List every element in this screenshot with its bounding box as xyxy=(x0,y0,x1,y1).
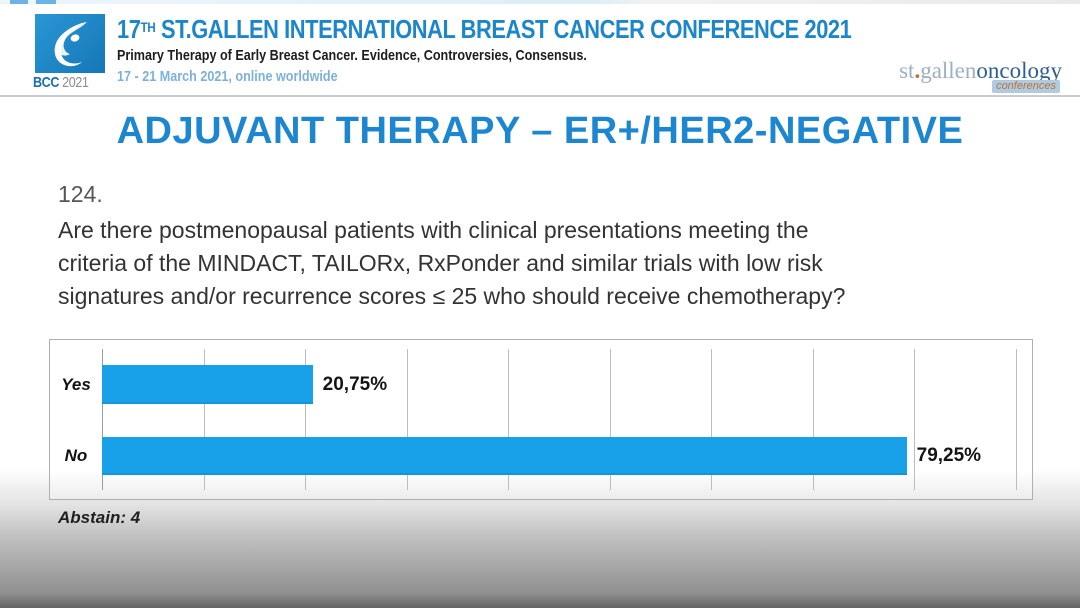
bar-row-no: 79,25% xyxy=(102,437,1031,475)
bar-row-yes: 20,75% xyxy=(102,365,1031,404)
question-number: 124. xyxy=(58,181,103,207)
chart-gridlines xyxy=(102,349,1031,490)
header-divider xyxy=(0,95,1080,97)
question-line: criteria of the MINDACT, TAILORx, RxPond… xyxy=(58,250,823,276)
conference-dates: 17 - 21 March 2021, online worldwide xyxy=(117,68,338,85)
gridline xyxy=(508,349,510,490)
bar-no xyxy=(102,437,907,475)
bcc-label: BCC xyxy=(33,74,60,91)
value-label-no: 79,25% xyxy=(916,445,982,466)
gridline xyxy=(305,349,307,490)
gridline xyxy=(406,349,408,490)
question-text: Are there postmenopausal patients with c… xyxy=(58,214,998,313)
gridline xyxy=(711,349,713,490)
plot-area: 20,75% 79,25% xyxy=(102,340,1031,499)
conference-subtitle: Primary Therapy of Early Breast Cancer. … xyxy=(117,47,587,64)
question-line: Are there postmenopausal patients with c… xyxy=(58,217,809,243)
gridline xyxy=(914,349,916,490)
bcc-year: 2021 xyxy=(62,74,89,91)
gridline xyxy=(1015,349,1017,490)
slide-title: ADJUVANT THERAPY – ER+/HER2-NEGATIVE xyxy=(116,110,964,152)
gridline xyxy=(812,349,814,490)
logo-dot: . xyxy=(914,58,921,83)
category-label-no: No xyxy=(64,446,88,465)
gallen-text: gallen xyxy=(920,58,977,83)
category-label-yes: Yes xyxy=(61,374,91,394)
value-label-yes: 20,75% xyxy=(322,373,388,395)
artifact-mark xyxy=(36,0,56,4)
conferences-badge: conferences xyxy=(992,80,1060,93)
bcc-logo-caption: BCC 2021 xyxy=(33,74,109,91)
gridline xyxy=(102,349,103,490)
bar-yes xyxy=(102,365,313,404)
poll-results-chart: Yes No 20,75% 79,25% xyxy=(49,339,1033,500)
conference-header: BCC 2021 17TH ST.GALLEN INTERNATIONAL BR… xyxy=(0,0,1080,97)
oncology-text: oncology xyxy=(976,58,1062,83)
question-line: signatures and/or recurrence scores ≤ 25… xyxy=(58,283,846,309)
conference-title: 17TH ST.GALLEN INTERNATIONAL BREAST CANC… xyxy=(117,14,852,44)
bcc-logo xyxy=(35,14,105,73)
header-text-block: 17TH ST.GALLEN INTERNATIONAL BREAST CANC… xyxy=(117,13,991,86)
gridline xyxy=(203,349,205,490)
stgallen-oncology-logo: st.gallenoncology conferences xyxy=(899,58,1062,93)
breast-droplet-icon xyxy=(54,22,87,67)
artifact-mark xyxy=(10,0,28,4)
gridline xyxy=(609,349,611,490)
stgallen-text: st xyxy=(899,58,915,83)
abstain-note: Abstain: 4 xyxy=(58,508,141,527)
top-video-artifact-strip xyxy=(0,0,1080,4)
